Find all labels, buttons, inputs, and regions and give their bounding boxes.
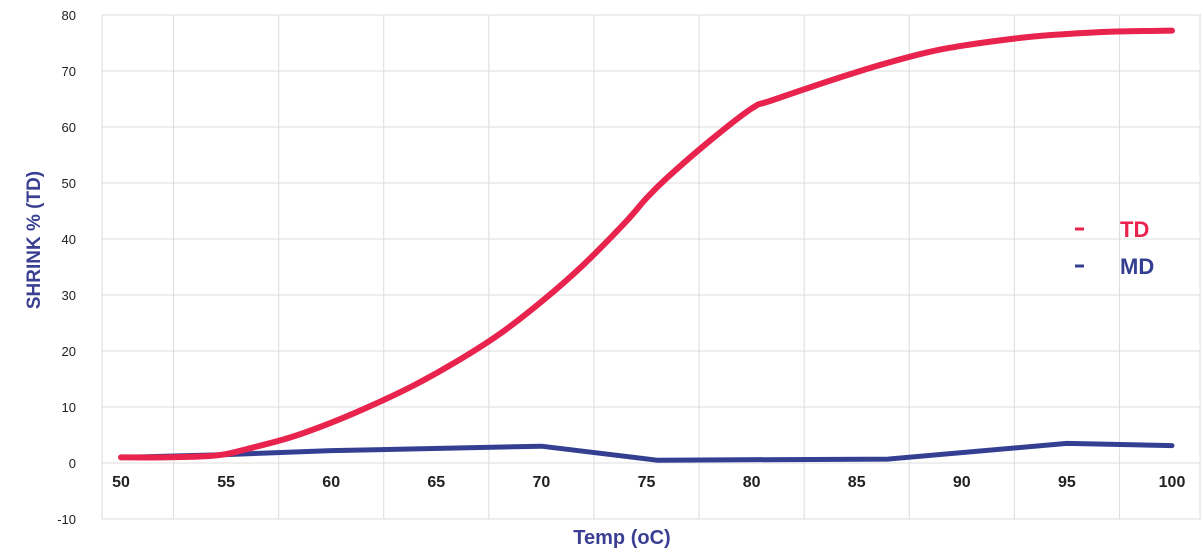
y-tick-label: 40 [62, 232, 76, 247]
series-line-td [118, 27, 1175, 461]
y-axis-label: SHRINK % (TD) [24, 171, 45, 309]
y-tick-label: 20 [62, 344, 76, 359]
x-tick-label: 95 [1058, 474, 1076, 491]
x-tick-label: 100 [1159, 474, 1186, 491]
x-tick-label: 80 [743, 474, 761, 491]
y-tick-label: 0 [69, 456, 76, 471]
y-tick-label: 10 [62, 400, 76, 415]
x-tick-label: 60 [322, 474, 340, 491]
horizontal-gridlines [102, 14, 1201, 520]
x-axis-label: Temp (oC) [573, 527, 670, 549]
x-tick-label: 50 [112, 474, 130, 491]
y-tick-label: -10 [57, 512, 76, 527]
vertical-gridlines [101, 15, 1201, 519]
x-tick-label: 70 [533, 474, 551, 491]
x-tick-label: 90 [953, 474, 971, 491]
y-tick-label: 50 [62, 176, 76, 191]
x-tick-label: 85 [848, 474, 866, 491]
legend-label-md: MD [1120, 254, 1154, 279]
y-tick-label: 80 [62, 8, 76, 23]
series-layer [118, 27, 1175, 463]
y-axis-ticks: -10 0 10 20 30 40 50 60 70 80 [57, 8, 76, 527]
legend-label-td: TD [1120, 217, 1149, 242]
y-tick-label: 70 [62, 64, 76, 79]
x-tick-label: 55 [217, 474, 235, 491]
series-line-md [118, 440, 1175, 463]
x-axis-ticks: 50 55 60 65 70 75 80 85 90 95 100 [112, 474, 1185, 491]
x-tick-label: 75 [638, 474, 656, 491]
legend: TD MD [1075, 217, 1154, 279]
x-tick-label: 65 [427, 474, 445, 491]
y-tick-label: 60 [62, 120, 76, 135]
y-tick-label: 30 [62, 288, 76, 303]
